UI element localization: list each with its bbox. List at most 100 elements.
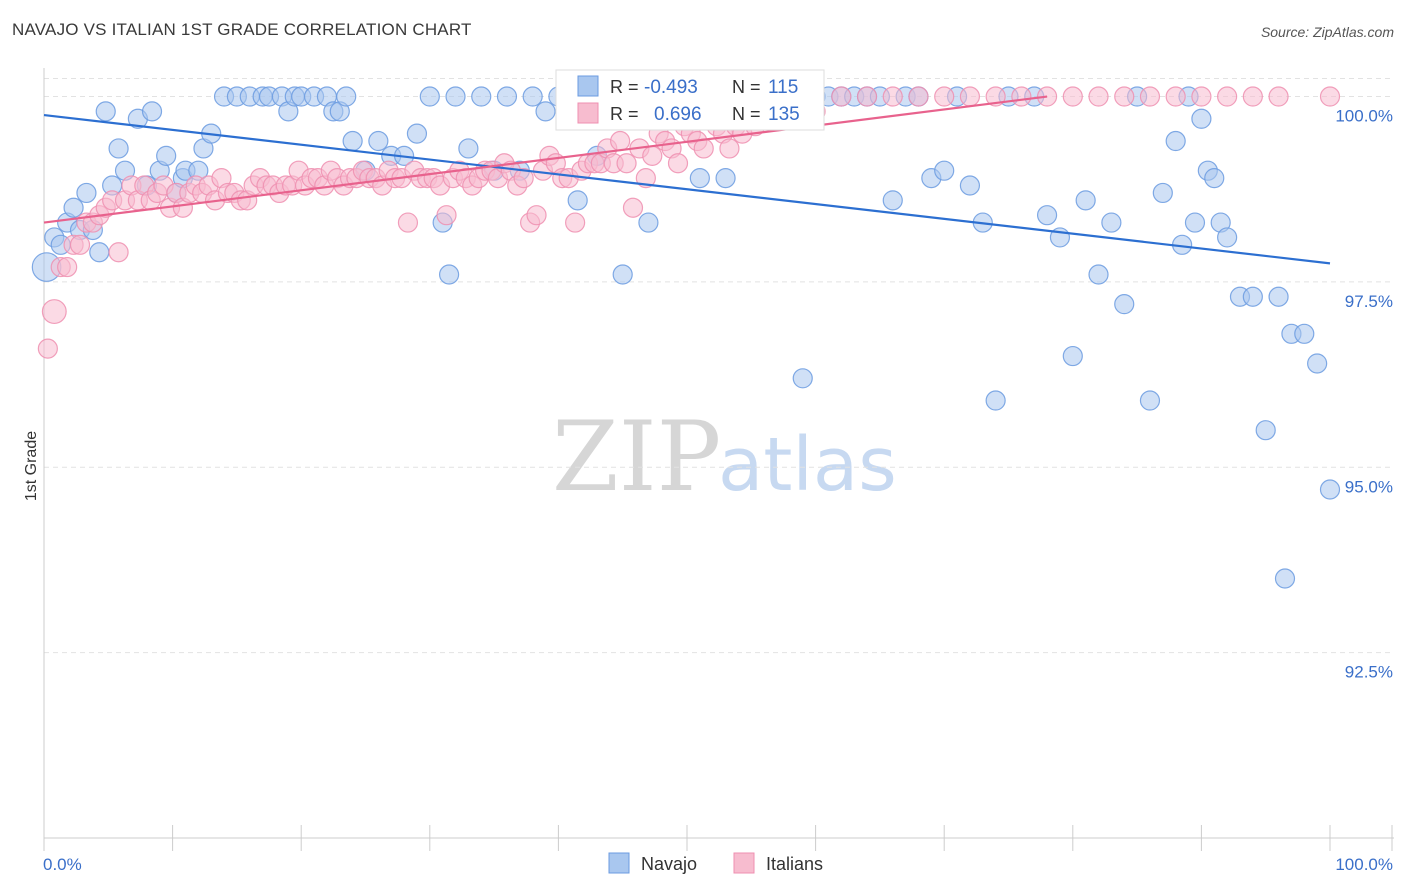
italians-point xyxy=(69,234,91,255)
navajo-point xyxy=(882,190,903,211)
italians-point xyxy=(1217,86,1238,107)
navajo-point xyxy=(141,101,163,122)
navajo-point xyxy=(95,101,116,122)
watermark-atlas: atlas xyxy=(718,422,897,508)
navajo-point xyxy=(959,175,981,196)
navajo-point xyxy=(1088,264,1109,285)
navajo-point xyxy=(1307,353,1328,374)
italians-point xyxy=(1011,86,1032,107)
navajo-point xyxy=(985,390,1006,411)
italians-point xyxy=(642,145,663,166)
navajo-point xyxy=(1217,227,1238,248)
y-tick-label: 92.5% xyxy=(1345,663,1393,682)
navajo-point xyxy=(1319,479,1341,500)
navajo-point xyxy=(535,101,556,122)
source-label: Source: ZipAtlas.com xyxy=(1260,24,1394,40)
gridlines xyxy=(44,78,1394,654)
italians-point xyxy=(610,130,631,152)
navajo-point xyxy=(1274,568,1296,589)
watermark-zip: ZIP xyxy=(552,401,721,513)
watermark: ZIP atlas xyxy=(552,401,897,513)
navajo-point xyxy=(1165,130,1186,152)
italians-point xyxy=(41,299,67,325)
italians-point xyxy=(565,212,586,233)
italians-point xyxy=(622,197,644,218)
navajo-point xyxy=(1294,323,1315,344)
navajo-point xyxy=(934,160,955,181)
navajo-point xyxy=(368,130,389,152)
navajo-point xyxy=(567,190,588,211)
navajo-point xyxy=(1184,212,1206,233)
trend-lines xyxy=(43,95,1331,265)
stats-navajo-n-value: 115 xyxy=(768,77,798,98)
navajo-point xyxy=(419,86,440,107)
legend-label-navajo: Navajo xyxy=(641,854,697,874)
navajo-point xyxy=(1114,294,1135,315)
italians-point xyxy=(397,212,419,233)
navajo-point xyxy=(63,197,84,218)
stats-italians-n-value: 135 xyxy=(768,104,800,125)
axes: 100.0% 97.5% 95.0% 92.5% 0.0% 100.0% xyxy=(43,68,1394,874)
navajo-point xyxy=(89,242,110,263)
legend-swatch-navajo xyxy=(608,852,630,874)
x-tick-label: 100.0% xyxy=(1335,855,1393,874)
chart-title: NAVAJO VS ITALIAN 1ST GRADE CORRELATION … xyxy=(12,20,472,39)
italians-point xyxy=(908,86,929,107)
italians-point xyxy=(37,338,58,359)
navajo-point xyxy=(336,86,357,107)
navajo-point xyxy=(1101,212,1122,233)
navajo-point xyxy=(792,368,813,389)
navajo-point xyxy=(1036,205,1058,226)
navajo-point xyxy=(76,182,97,204)
navajo-point xyxy=(496,86,518,107)
italians-point xyxy=(1139,86,1161,107)
navajo-point xyxy=(1242,286,1263,307)
y-axis-title: 1st Grade xyxy=(23,431,40,501)
italians-point xyxy=(959,86,981,107)
y-tick-label: 97.5% xyxy=(1345,292,1393,311)
italians-point xyxy=(57,256,78,278)
italians-point xyxy=(436,205,457,226)
italians-point xyxy=(985,86,1006,107)
navajo-point xyxy=(458,138,479,159)
italians-point xyxy=(856,86,878,107)
y-tick-label: 100.0% xyxy=(1335,107,1393,126)
navajo-point xyxy=(156,145,177,166)
stats-italians-n-label: N = xyxy=(732,104,761,124)
italians-point xyxy=(1114,86,1135,107)
legend-label-italians: Italians xyxy=(766,854,823,874)
navajo-point xyxy=(406,123,428,144)
stats-italians-r-label: R = xyxy=(610,104,639,124)
stats-navajo-r-value: -0.493 xyxy=(644,77,698,98)
stats-navajo-n-label: N = xyxy=(732,77,761,97)
navajo-point xyxy=(108,138,129,159)
italians-point xyxy=(831,86,852,107)
navajo-point xyxy=(522,86,543,107)
navajo-point xyxy=(689,167,710,189)
navajo-point xyxy=(1268,286,1289,307)
italians-point xyxy=(667,153,689,174)
navajo-point xyxy=(1139,390,1161,411)
stats-navajo-r-label: R = xyxy=(610,77,639,97)
italians-point xyxy=(616,153,637,174)
italians-point xyxy=(1242,86,1263,107)
navajo-point xyxy=(438,264,460,285)
italians-point xyxy=(526,205,547,226)
italians-point xyxy=(1268,86,1289,107)
navajo-point xyxy=(1075,190,1096,211)
italians-point xyxy=(882,86,903,107)
navajo-point xyxy=(638,212,659,233)
stats-box: R = -0.493 N = 115 R = 0.696 N = 135 xyxy=(555,69,825,131)
italians-point xyxy=(693,138,714,159)
italians-point xyxy=(1191,86,1212,107)
navajo-point xyxy=(612,264,633,285)
stats-italians-r-value: 0.696 xyxy=(654,104,702,125)
y-tick-label: 95.0% xyxy=(1345,477,1393,496)
navajo-point xyxy=(1062,345,1083,367)
navajo-point xyxy=(1255,420,1276,441)
italians-point xyxy=(513,167,534,189)
navajo-trend-line xyxy=(43,113,1331,265)
italians-point xyxy=(1165,86,1186,107)
navajo-point xyxy=(1204,167,1225,189)
